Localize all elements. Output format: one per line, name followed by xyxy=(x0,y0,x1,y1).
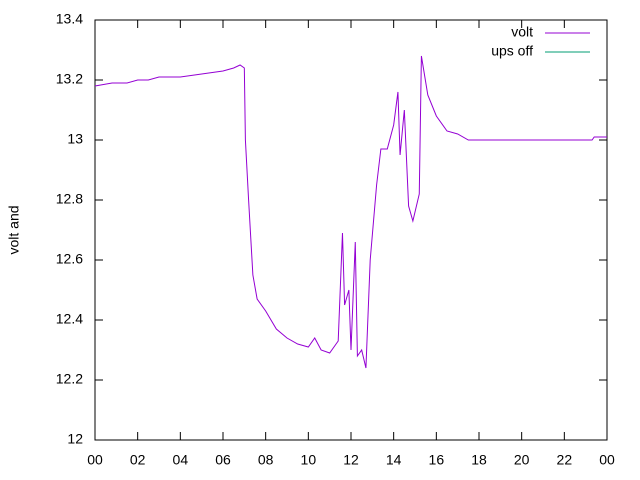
x-tick-label: 20 xyxy=(514,452,530,468)
x-tick-label: 04 xyxy=(173,452,189,468)
x-tick-label: 16 xyxy=(429,452,445,468)
x-tick-label: 00 xyxy=(87,452,103,468)
legend-label: volt xyxy=(511,24,533,40)
y-tick-label: 12 xyxy=(67,431,83,447)
y-tick-label: 12.6 xyxy=(56,251,83,267)
x-tick-label: 22 xyxy=(557,452,573,468)
x-tick-label: 14 xyxy=(386,452,402,468)
y-tick-label: 12.2 xyxy=(56,371,83,387)
x-tick-label: 00 xyxy=(599,452,615,468)
x-tick-label: 10 xyxy=(301,452,317,468)
data-line xyxy=(94,55,607,369)
y-tick-label: 13 xyxy=(67,131,83,147)
legend-label: ups off xyxy=(491,43,533,59)
y-tick-label: 12.4 xyxy=(56,311,83,327)
x-tick-label: 18 xyxy=(471,452,487,468)
x-tick-label: 12 xyxy=(343,452,359,468)
plot-frame xyxy=(94,19,608,441)
x-tick-label: 06 xyxy=(215,452,231,468)
x-tick-label: 08 xyxy=(258,452,274,468)
y-tick-label: 13.4 xyxy=(56,11,83,27)
y-axis-label: volt and xyxy=(6,205,22,254)
x-tick-label: 02 xyxy=(130,452,146,468)
y-tick-label: 13.2 xyxy=(56,71,83,87)
y-tick-label: 12.8 xyxy=(56,191,83,207)
